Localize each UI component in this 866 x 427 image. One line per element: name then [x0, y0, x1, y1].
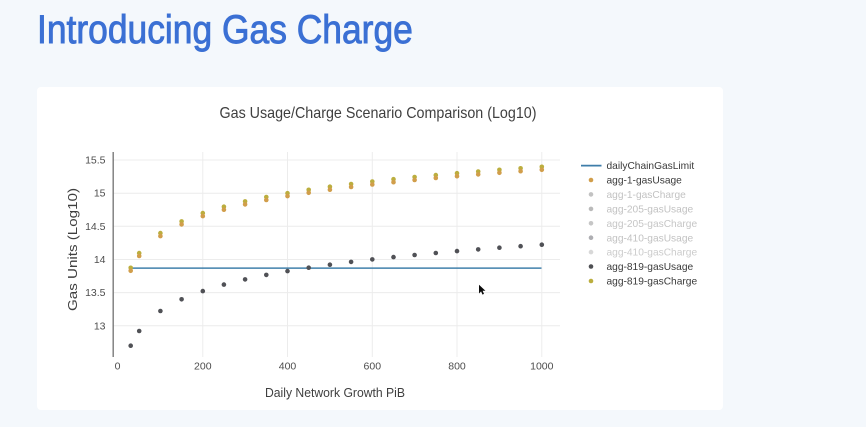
svg-text:agg-410-gasUsage: agg-410-gasUsage: [607, 233, 694, 244]
svg-text:0: 0: [115, 361, 121, 373]
svg-text:Gas Units (Log10): Gas Units (Log10): [65, 188, 80, 311]
svg-text:15: 15: [94, 188, 106, 200]
svg-text:400: 400: [279, 361, 297, 373]
svg-text:agg-1-gasUsage: agg-1-gasUsage: [607, 176, 683, 187]
svg-text:agg-205-gasUsage: agg-205-gasUsage: [607, 205, 694, 216]
svg-text:14: 14: [94, 254, 106, 266]
svg-text:dailyChainGasLimit: dailyChainGasLimit: [607, 161, 695, 172]
svg-text:Gas Usage/Charge Scenario Comp: Gas Usage/Charge Scenario Comparison (Lo…: [220, 105, 537, 122]
svg-text:agg-819-gasUsage: agg-819-gasUsage: [607, 262, 694, 273]
svg-text:agg-410-gasCharge: agg-410-gasCharge: [607, 248, 698, 259]
svg-text:agg-819-gasCharge: agg-819-gasCharge: [607, 277, 698, 288]
svg-text:13.5: 13.5: [85, 287, 106, 299]
svg-text:1000: 1000: [530, 361, 554, 373]
svg-text:Daily Network Growth PiB: Daily Network Growth PiB: [265, 385, 405, 400]
svg-text:800: 800: [448, 361, 466, 373]
svg-text:15.5: 15.5: [85, 155, 106, 167]
svg-text:600: 600: [364, 361, 382, 373]
svg-text:200: 200: [194, 361, 212, 373]
svg-text:13: 13: [94, 320, 106, 332]
svg-text:agg-1-gasCharge: agg-1-gasCharge: [607, 190, 687, 201]
svg-text:agg-205-gasCharge: agg-205-gasCharge: [607, 219, 698, 230]
svg-text:14.5: 14.5: [85, 221, 106, 233]
